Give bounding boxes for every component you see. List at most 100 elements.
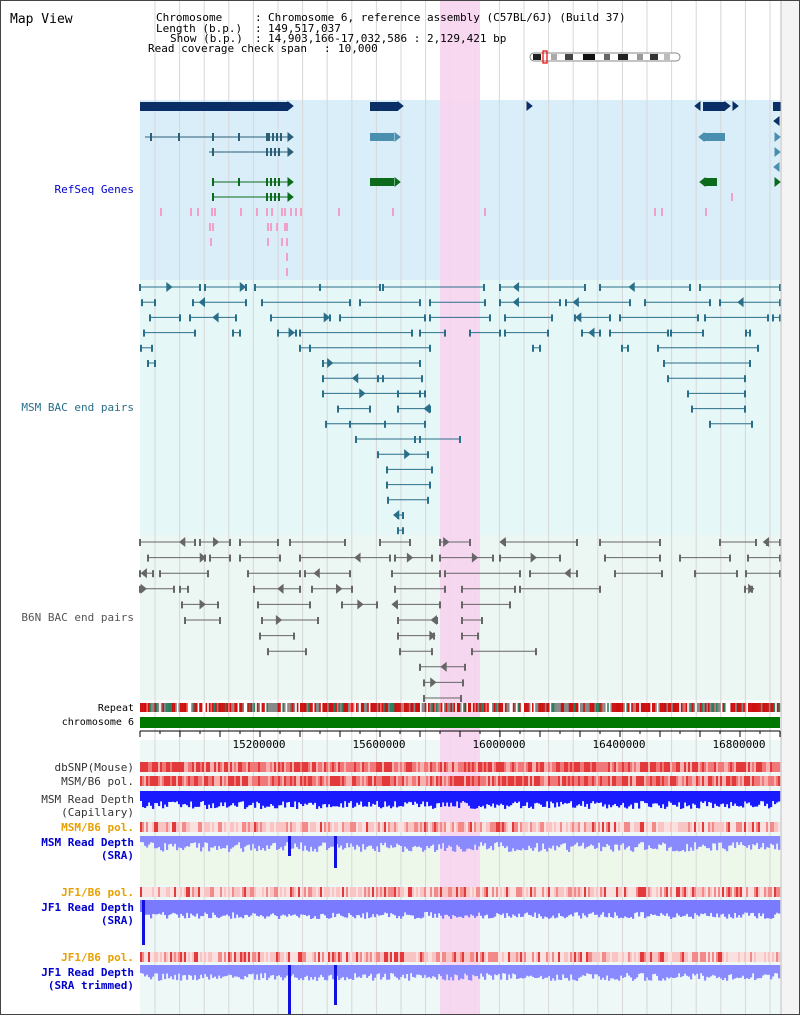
read-depth-bar — [488, 900, 491, 919]
polymorphism-cell — [192, 952, 195, 962]
msm-read-depth-sra-label-1[interactable]: MSM Read Depth — [41, 836, 134, 849]
msm-b6-pol-label[interactable]: MSM/B6 pol. — [61, 775, 134, 788]
polymorphism-cell — [658, 952, 661, 962]
b6n-bac-end-pairs-label[interactable]: B6N BAC end pairs — [21, 611, 134, 624]
read-depth-bar — [312, 791, 315, 805]
polymorphism-cell — [710, 887, 713, 897]
gene-block[interactable] — [705, 178, 717, 186]
polymorphism-cell — [272, 887, 275, 897]
read-depth-bar — [332, 836, 335, 847]
refseq-genes-track[interactable] — [140, 100, 787, 276]
repeat-segment — [660, 703, 662, 712]
polymorphism-cell — [318, 887, 321, 897]
msm-read-depth-capillary-label-1[interactable]: MSM Read Depth — [41, 793, 134, 806]
gene-block[interactable] — [140, 102, 288, 111]
read-depth-tracks[interactable] — [140, 791, 781, 1015]
read-depth-bar — [254, 965, 257, 980]
chromosome-ideogram[interactable] — [529, 50, 681, 64]
polymorphism-cell — [610, 822, 613, 832]
b6n-bac-end-pairs-track[interactable] — [139, 536, 781, 702]
bac-end — [277, 329, 279, 337]
polymorphism-cell — [430, 762, 433, 772]
read-depth-bar — [504, 965, 507, 974]
chromosome-bar[interactable] — [140, 717, 780, 728]
read-depth-bar — [156, 791, 159, 804]
dbsnp-track-label[interactable]: dbSNP(Mouse) — [55, 761, 134, 774]
repeat-track[interactable] — [140, 703, 781, 712]
polymorphism-cell — [496, 776, 499, 786]
gene-block[interactable] — [703, 102, 725, 111]
gene-block[interactable] — [704, 133, 725, 141]
polymorphism-cell — [156, 822, 159, 832]
read-depth-bar — [602, 836, 605, 847]
bac-end — [351, 585, 353, 593]
polymorphism-cell — [716, 776, 719, 786]
polymorphism-cell — [618, 822, 621, 832]
polymorphism-cell — [374, 776, 377, 786]
right-scrollbar[interactable] — [781, 0, 800, 1015]
polymorphism-cell — [392, 762, 395, 772]
repeat-segment — [639, 703, 641, 712]
polymorphism-cell — [376, 887, 379, 897]
jf1-read-depth-trimmed-label-1[interactable]: JF1 Read Depth — [41, 966, 134, 979]
read-depth-bar — [144, 791, 147, 808]
read-depth-bar — [664, 900, 667, 916]
read-depth-bar — [190, 836, 193, 844]
bac-end — [489, 314, 491, 322]
read-depth-bar — [536, 900, 539, 919]
read-depth-bar — [468, 791, 471, 806]
repeat-segment — [282, 703, 285, 712]
read-depth-bar — [394, 900, 397, 916]
polymorphism-cell — [174, 887, 177, 897]
msm-bac-end-pairs-track[interactable] — [139, 281, 781, 535]
read-depth-bar — [764, 836, 767, 850]
polymorphism-cell — [642, 822, 645, 832]
bac-end — [421, 375, 423, 383]
strand-arrow — [732, 100, 739, 112]
jf1-b6-pol-2-label[interactable]: JF1/B6 pol. — [61, 951, 134, 964]
repeat-segment — [440, 703, 443, 712]
gene-block[interactable] — [773, 102, 781, 111]
read-depth-bar — [454, 900, 457, 917]
bac-end — [199, 539, 201, 546]
read-depth-bar — [228, 836, 231, 852]
read-depth-bar — [290, 836, 293, 849]
read-depth-bar — [220, 965, 223, 979]
jf1-b6-pol-label[interactable]: JF1/B6 pol. — [61, 886, 134, 899]
repeat-segment — [341, 703, 344, 712]
polymorphism-cell — [534, 952, 537, 962]
polymorphism-cell — [646, 822, 649, 832]
read-depth-bar — [716, 836, 719, 851]
bac-end — [609, 314, 611, 322]
jf1-read-depth-sra-label-1[interactable]: JF1 Read Depth — [41, 901, 134, 914]
read-depth-bar — [344, 900, 347, 918]
read-depth-bar — [498, 965, 501, 974]
polymorphism-cell — [690, 952, 693, 962]
gene-block[interactable] — [370, 133, 394, 141]
read-depth-bar — [366, 900, 369, 913]
polymorphism-cell — [300, 762, 303, 772]
gene-block[interactable] — [370, 102, 398, 111]
bac-end — [152, 570, 154, 578]
highlight-region[interactable] — [440, 0, 480, 1015]
read-depth-bar — [304, 836, 307, 846]
polymorphism-cell — [372, 776, 375, 786]
polymorphism-heatmaps[interactable] — [140, 762, 781, 962]
polymorphism-cell — [472, 887, 475, 897]
bac-arrow — [423, 403, 430, 414]
read-depth-bar — [668, 791, 671, 802]
msm-b6-pol-sra-label[interactable]: MSM/B6 pol. — [61, 821, 134, 834]
msm-bac-end-pairs-label[interactable]: MSM BAC end pairs — [21, 401, 134, 414]
polymorphism-cell — [684, 776, 687, 786]
read-depth-bar — [210, 791, 213, 809]
repeat-segment — [765, 703, 768, 712]
polymorphism-cell — [158, 952, 161, 962]
polymorphism-cell — [496, 887, 499, 897]
repeat-segment — [655, 703, 657, 712]
gene-block[interactable] — [370, 178, 394, 186]
read-depth-bar — [664, 836, 667, 844]
refseq-genes-label[interactable]: RefSeq Genes — [55, 183, 134, 196]
read-depth-bar — [516, 900, 519, 918]
polymorphism-cell — [756, 952, 759, 962]
